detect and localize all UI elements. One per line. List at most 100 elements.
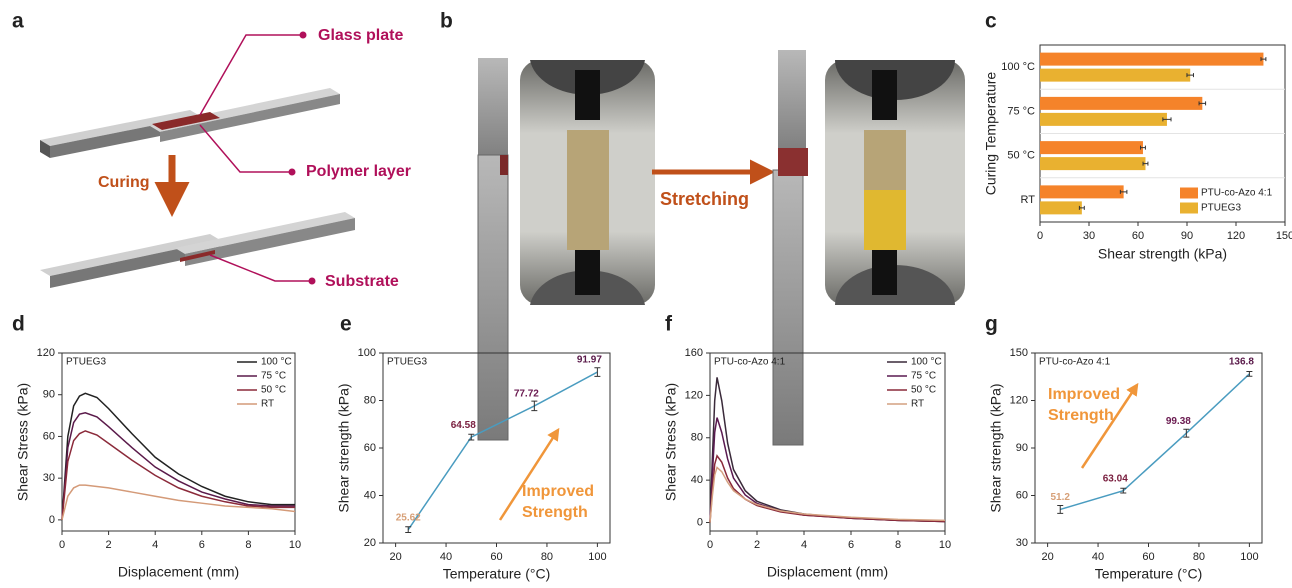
legend-label: 75 °C (911, 371, 936, 382)
x-tick-label: 60 (1142, 551, 1154, 563)
bar (1040, 141, 1143, 155)
x-tick-label: 40 (440, 551, 452, 563)
line (709, 466, 946, 523)
error-bar (1142, 161, 1149, 166)
x-tick-label: 100 (1240, 551, 1258, 563)
x-axis-label: Temperature (°C) (443, 566, 551, 582)
y-tick-label: 80 (691, 432, 703, 444)
value-label: 63.04 (1103, 473, 1128, 484)
y-tick-label: 150 (1010, 347, 1028, 359)
x-tick-label: 150 (1276, 230, 1292, 242)
x-tick-label: 20 (389, 551, 401, 563)
setup-b: Stretching (477, 50, 965, 446)
value-label: 64.58 (451, 420, 476, 431)
y-tick-label: 60 (364, 442, 376, 454)
x-tick-label: 120 (1227, 230, 1245, 242)
line (407, 371, 598, 531)
line (61, 412, 295, 520)
inset-label: PTUEG3 (387, 357, 427, 368)
error-bar (1119, 189, 1128, 194)
legend-label: 75 °C (261, 371, 286, 382)
y-axis-label: Shear Stress (kPa) (663, 383, 679, 501)
legend-label: 100 °C (261, 357, 292, 368)
line (1060, 373, 1250, 511)
y-tick-label: 0 (697, 516, 703, 528)
error-bar (1140, 145, 1146, 150)
y-tick-label: 60 (43, 430, 55, 442)
inset-label: PTU-co-Azo 4:1 (714, 357, 786, 368)
y-tick-label: 0 (49, 514, 55, 526)
x-tick-label: 0 (1037, 230, 1043, 242)
plot-frame (709, 352, 946, 532)
legend-label: RT (261, 399, 274, 410)
line (709, 454, 946, 523)
value-label: 99.38 (1166, 416, 1191, 427)
panel-label: a (12, 10, 24, 33)
panel-label: g (985, 313, 998, 336)
error-bar (1120, 487, 1127, 494)
x-tick-label: 100 (588, 551, 606, 563)
panel-label: b (440, 10, 453, 33)
panel-label: f (665, 313, 673, 336)
y-tick-label: 40 (364, 489, 376, 501)
y-tick-label: 30 (43, 472, 55, 484)
error-bar (405, 526, 412, 534)
label-glass: Glass plate (318, 27, 403, 44)
legend-label: 50 °C (911, 385, 936, 396)
y-tick-label: 50 °C (1007, 150, 1035, 162)
x-tick-label: 4 (152, 539, 158, 551)
annotation-arrow (498, 427, 560, 521)
label-stretching: Stretching (660, 189, 749, 209)
y-tick-label: 120 (1010, 394, 1028, 406)
y-axis-label: Shear strength (kPa) (336, 383, 352, 512)
legend-label: RT (911, 399, 924, 410)
x-tick-label: 30 (1083, 230, 1095, 242)
legend-swatch (1180, 187, 1198, 199)
annotation-arrow (1080, 382, 1139, 469)
annotation: Strength (522, 504, 588, 521)
error-bar (1198, 101, 1207, 106)
y-tick-label: 120 (37, 347, 55, 359)
x-axis-label: Shear strength (kPa) (1098, 246, 1227, 262)
y-tick-label: 100 (358, 347, 376, 359)
y-axis-label: Shear strength (kPa) (988, 383, 1004, 512)
x-tick-label: 90 (1181, 230, 1193, 242)
y-tick-label: 90 (1016, 442, 1028, 454)
line (61, 484, 296, 521)
x-tick-label: 2 (754, 539, 760, 551)
line (61, 430, 295, 520)
x-tick-label: 60 (490, 551, 502, 563)
x-tick-label: 6 (199, 539, 205, 551)
y-tick-label: 30 (1016, 537, 1028, 549)
legend-label: PTU-co-Azo 4:1 (1201, 188, 1273, 199)
x-tick-label: 8 (895, 539, 901, 551)
panel-label: d (12, 313, 25, 336)
error-bar (1183, 428, 1190, 438)
y-tick-label: 160 (685, 347, 703, 359)
inset-label: PTUEG3 (66, 357, 106, 368)
x-axis-label: Displacement (mm) (118, 564, 239, 580)
panel-label: e (340, 313, 352, 336)
y-tick-label: 90 (43, 389, 55, 401)
error-bar (1057, 504, 1064, 514)
y-tick-label: 40 (691, 474, 703, 486)
schematic-a: Glass plate Polymer layer Substrate Curi… (40, 27, 411, 290)
annotation: Improved (522, 483, 594, 500)
label-substrate: Substrate (325, 273, 399, 290)
bar (1040, 68, 1191, 82)
value-label: 77.72 (514, 389, 539, 400)
y-tick-label: 20 (364, 537, 376, 549)
x-tick-label: 40 (1092, 551, 1104, 563)
plot-frame (61, 352, 296, 532)
x-tick-label: 0 (707, 539, 713, 551)
x-tick-label: 80 (541, 551, 553, 563)
value-label: 25.62 (396, 512, 421, 523)
y-tick-label: 75 °C (1007, 105, 1035, 117)
error-bar (531, 400, 538, 412)
x-tick-label: 6 (848, 539, 854, 551)
error-bar (1186, 73, 1194, 78)
line (61, 392, 295, 520)
error-bar (1260, 57, 1267, 62)
x-axis-label: Temperature (°C) (1095, 566, 1203, 582)
